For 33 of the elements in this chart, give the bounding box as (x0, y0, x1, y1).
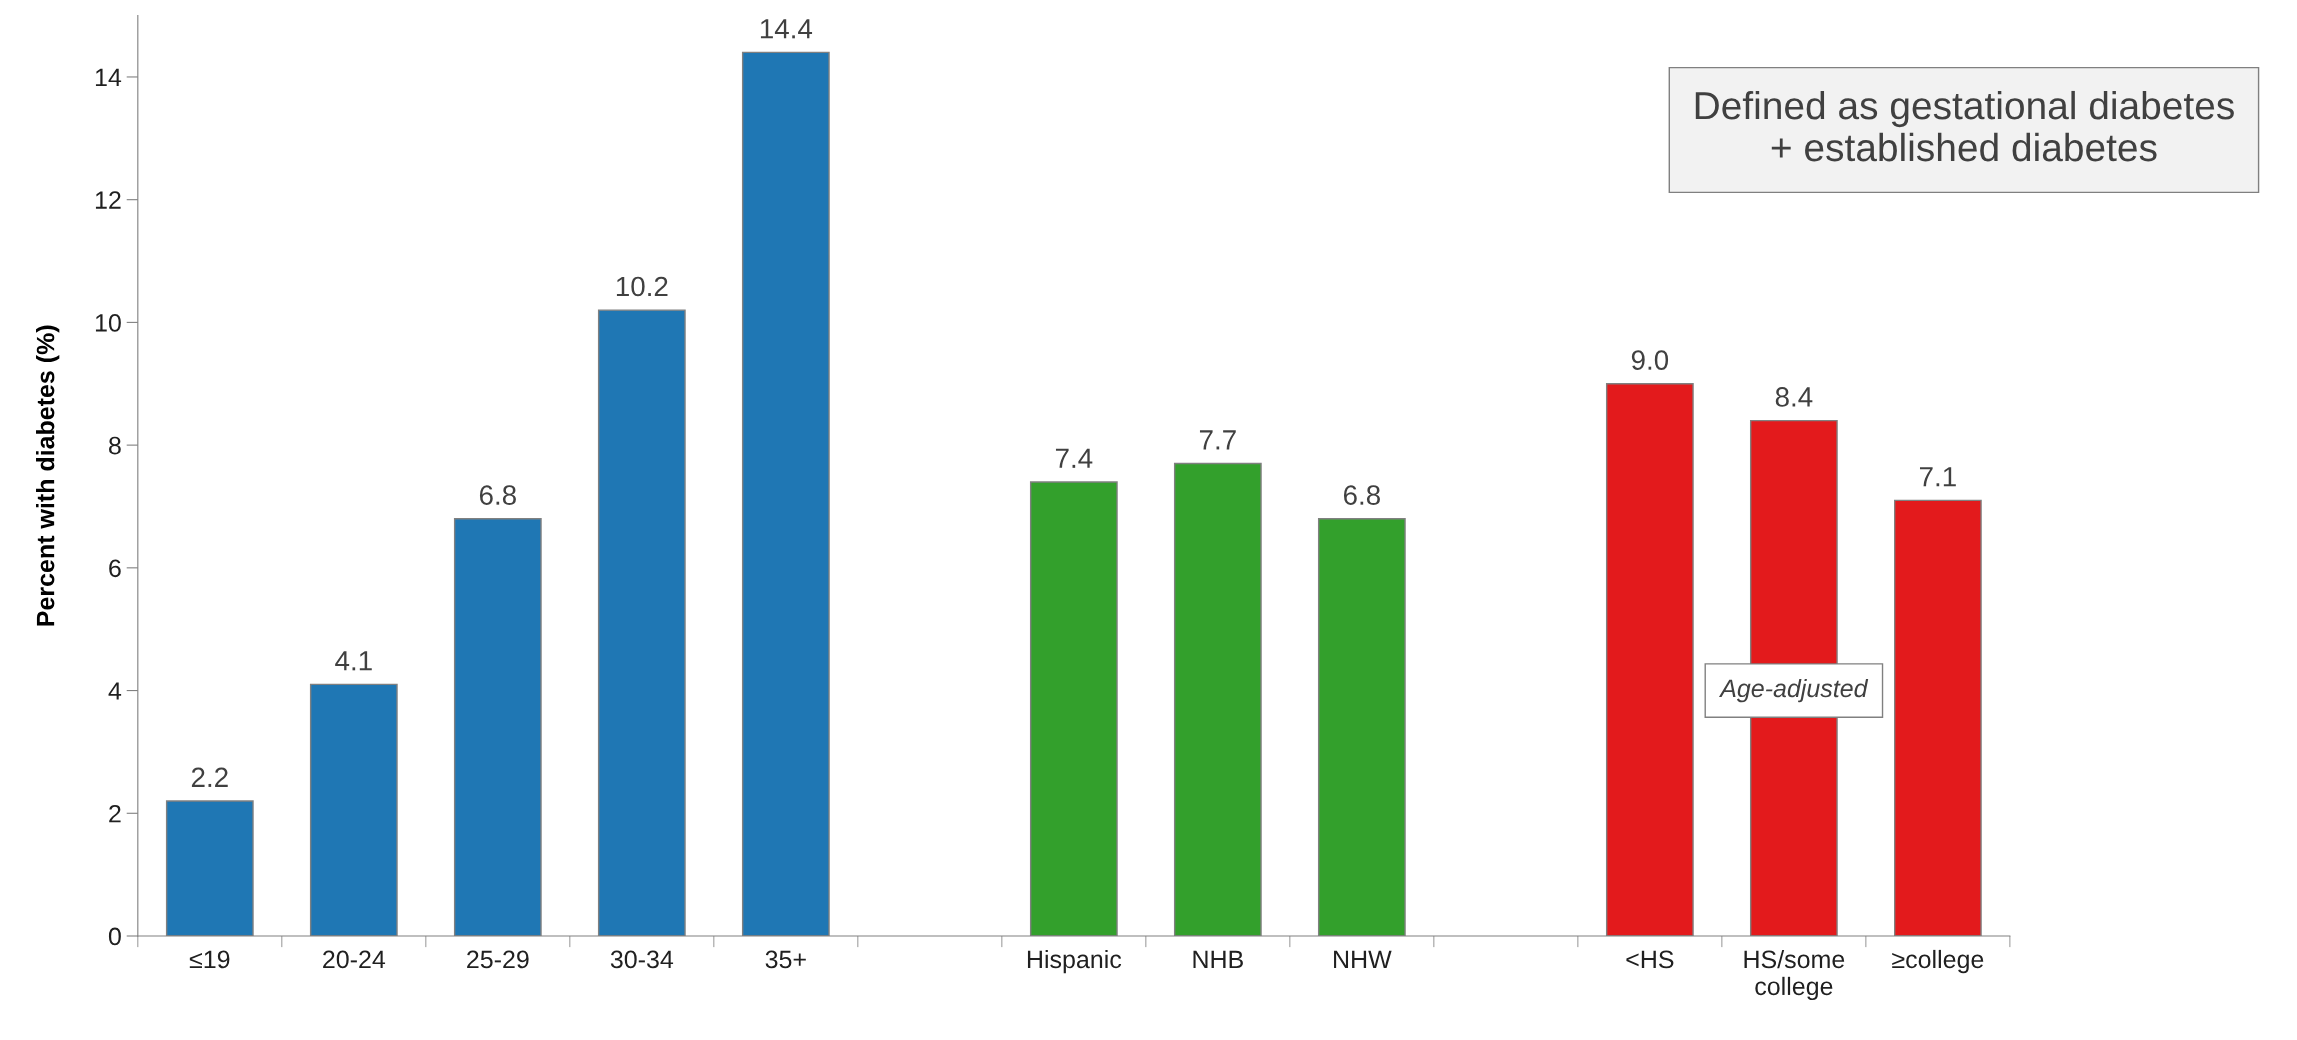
data-label: 14.4 (760, 19, 813, 39)
y-tick-label: 4 (108, 682, 122, 700)
y-tick-label: 0 (108, 927, 121, 946)
y-tick-label: 8 (109, 436, 121, 455)
x-tick-label: NHB (1193, 950, 1243, 969)
annotation: Age-adjusted (1718, 678, 1869, 703)
x-tick-label: 25-29 (467, 950, 529, 969)
x-tick-label: Hispanic (1027, 949, 1122, 974)
x-tick-label: HS/some college (1744, 949, 1845, 1001)
data-label: 4.1 (335, 651, 372, 671)
data-label: 10.2 (616, 276, 668, 297)
y-tick-label: 6 (109, 559, 121, 578)
x-tick-label: ≤19 (189, 950, 230, 969)
x-tick-label: 20-24 (323, 950, 386, 969)
x-tick-label: <HS (1626, 950, 1674, 969)
x-tick-label: ≥college (1892, 949, 1984, 974)
y-tick-label: 14 (95, 68, 122, 87)
data-label: 7.7 (1199, 430, 1236, 450)
annotation: Defined as gestational diabetes + established diabetes (1695, 90, 2234, 162)
data-label: 6.8 (479, 485, 516, 505)
y-tick-label: 10 (95, 314, 121, 332)
data-label: 7.4 (1055, 448, 1093, 468)
data-label: 7.1 (1919, 467, 1956, 487)
data-label: 9.0 (1631, 350, 1669, 370)
data-label: 6.8 (1343, 485, 1380, 505)
y-tick-label: 2 (109, 804, 121, 823)
x-tick-label: NHW (1334, 950, 1392, 969)
x-tick-label: 35+ (765, 950, 806, 969)
y-axis-title: Percent with diabetes (%) (36, 325, 60, 626)
y-tick-label: 12 (95, 191, 121, 209)
data-label: 8.4 (1775, 387, 1813, 407)
x-tick-label: 30-34 (610, 950, 674, 969)
data-label: 2.2 (191, 767, 228, 787)
